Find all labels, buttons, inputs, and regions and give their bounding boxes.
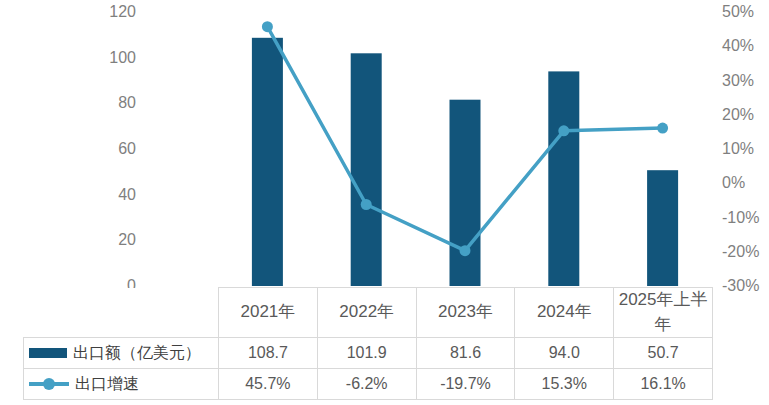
table-year-header: 2021年: [219, 288, 318, 338]
table-export-value-cell: 108.7: [219, 338, 318, 369]
right-axis-tick: 30%: [722, 73, 754, 89]
table-year-header: 2023年: [416, 288, 515, 338]
export-value-bar: [548, 71, 579, 286]
legend-export-value: 出口额（亿美元）: [24, 338, 219, 369]
growth-rate-point: [262, 21, 273, 32]
growth-rate-point: [460, 245, 471, 256]
left-axis-tick: 120: [109, 4, 136, 20]
export-value-bar: [450, 100, 481, 286]
right-axis-tick: 50%: [722, 4, 754, 20]
right-axis-tick: -30%: [722, 278, 759, 294]
left-axis-tick: 60: [118, 141, 136, 157]
legend-growth-rate: 出口增速: [24, 369, 219, 400]
table-year-header: 2024年: [515, 288, 614, 338]
export-value-bar: [252, 38, 283, 286]
growth-rate-point: [657, 123, 668, 134]
bar-series-swatch-icon: [29, 348, 67, 358]
export-value-bar: [351, 53, 382, 286]
right-axis-tick: 40%: [722, 38, 754, 54]
legend-series-label: 出口增速: [75, 374, 139, 395]
left-axis-tick: 40: [118, 187, 136, 203]
table-growth-rate-cell: -6.2%: [317, 369, 416, 400]
table-export-value-cell: 101.9: [317, 338, 416, 369]
table-growth-rate-cell: 15.3%: [515, 369, 614, 400]
table-corner-cell: [24, 288, 219, 338]
legend-series-label: 出口额（亿美元）: [73, 343, 201, 364]
table-export-value-cell: 94.0: [515, 338, 614, 369]
table-growth-rate-cell: 16.1%: [614, 369, 713, 400]
left-axis-tick: 80: [118, 95, 136, 111]
table-export-value-cell: 81.6: [416, 338, 515, 369]
line-series-swatch-icon: [29, 378, 69, 390]
export-value-bar: [647, 170, 678, 286]
right-axis-tick: 20%: [722, 107, 754, 123]
right-axis-tick: 10%: [722, 141, 754, 157]
table-growth-rate-cell: 45.7%: [219, 369, 318, 400]
right-axis-tick: -10%: [722, 210, 759, 226]
growth-rate-point: [558, 125, 569, 136]
left-axis-tick: 20: [118, 232, 136, 248]
chart-data-table: 2021年2022年2023年2024年2025年上半年出口额（亿美元） 108.…: [23, 287, 713, 400]
right-axis-tick: -20%: [722, 244, 759, 260]
table-export-value-cell: 50.7: [614, 338, 713, 369]
right-axis-tick: 0%: [722, 175, 745, 191]
growth-rate-point: [361, 199, 372, 210]
table-year-header: 2022年: [317, 288, 416, 338]
chart-container: 120100806040200 50%40%30%20%10%0%-10%-20…: [0, 0, 769, 405]
left-axis-tick: 100: [109, 50, 136, 66]
table-year-header: 2025年上半年: [614, 288, 713, 338]
table-growth-rate-cell: -19.7%: [416, 369, 515, 400]
